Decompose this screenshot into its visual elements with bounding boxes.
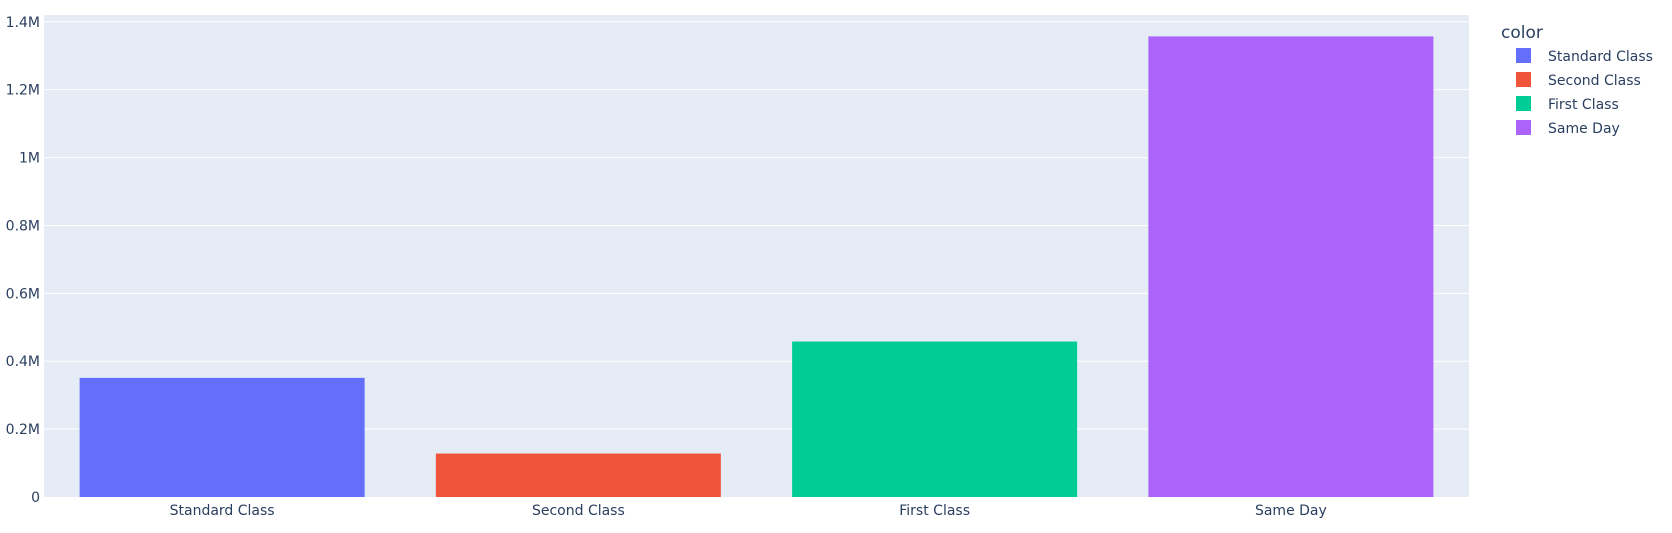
y-tick-label: 1.2M — [6, 83, 40, 99]
y-tick-label: 0 — [31, 490, 40, 506]
y-tick-label: 0.2M — [6, 422, 40, 438]
legend-title: color — [1501, 23, 1543, 43]
legend-swatch — [1516, 96, 1531, 111]
y-tick-label: 0.8M — [6, 218, 40, 234]
legend-label: Same Day — [1548, 121, 1620, 137]
y-tick-label: 1M — [19, 151, 40, 167]
legend-item-same-day[interactable]: Same Day — [1516, 120, 1620, 137]
x-tick-label: Standard Class — [170, 503, 275, 519]
y-tick-label: 0.6M — [6, 286, 40, 302]
x-tick-label: First Class — [899, 503, 970, 519]
bar-standard-class[interactable] — [79, 377, 365, 497]
legend-swatch — [1516, 120, 1531, 135]
y-tick-label: 1.4M — [6, 15, 40, 31]
legend-label: First Class — [1548, 97, 1619, 113]
legend-label: Standard Class — [1548, 49, 1653, 65]
y-axis: 0 0.2M 0.4M 0.6M 0.8M 1M 1.2M 1.4M — [6, 15, 40, 506]
legend-item-standard-class[interactable]: Standard Class — [1516, 48, 1653, 65]
legend-label: Second Class — [1548, 73, 1641, 89]
bar-second-class[interactable] — [435, 453, 721, 497]
bar-first-class[interactable] — [792, 341, 1078, 497]
x-tick-label: Same Day — [1255, 503, 1327, 519]
y-tick-label: 0.4M — [6, 354, 40, 370]
bars — [79, 36, 1434, 497]
legend-swatch — [1516, 72, 1531, 87]
bar-same-day[interactable] — [1148, 36, 1434, 497]
legend-swatch — [1516, 48, 1531, 63]
legend[interactable]: color Standard Class Second Class First Cl… — [1501, 23, 1653, 137]
legend-item-first-class[interactable]: First Class — [1516, 96, 1619, 113]
legend-item-second-class[interactable]: Second Class — [1516, 72, 1641, 89]
x-axis: Standard Class Second Class First Class Sam… — [170, 503, 1327, 519]
x-tick-label: Second Class — [532, 503, 625, 519]
